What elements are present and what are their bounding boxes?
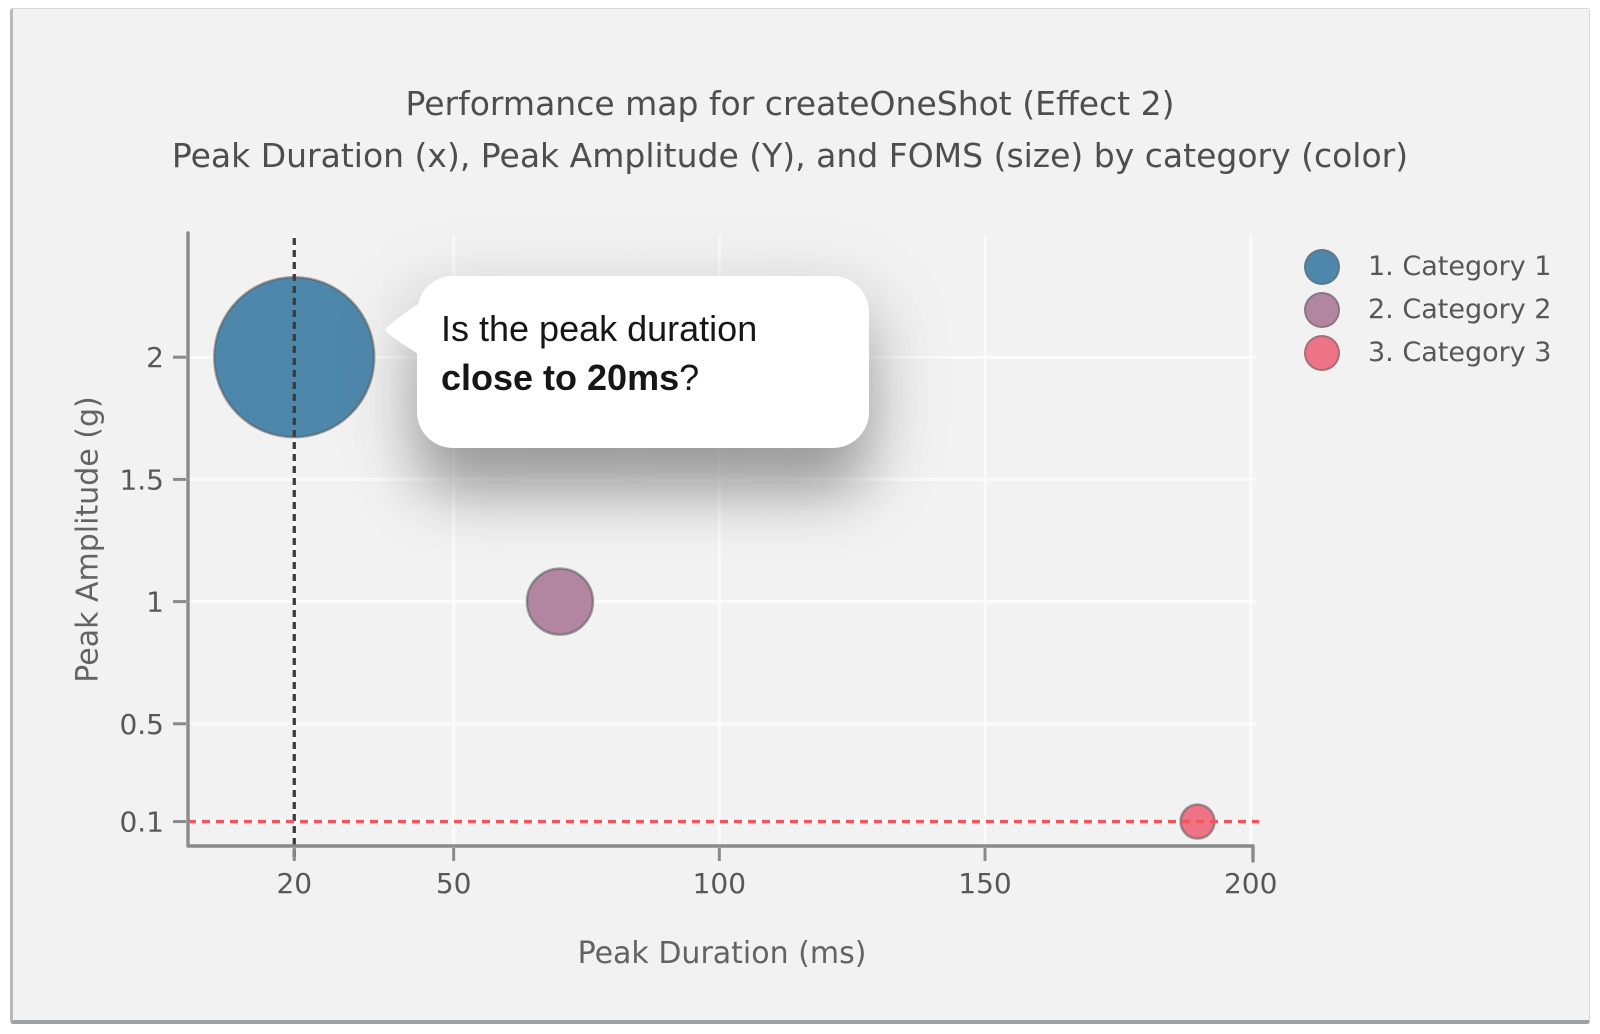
legend-label: 2. Category 2 [1368, 294, 1552, 325]
y-tick-label: 0.5 [119, 708, 164, 741]
legend-item-2[interactable]: 2. Category 2 [1304, 288, 1551, 331]
y-tick-label: 1 [146, 586, 164, 619]
x-axis-label: Peak Duration (ms) [577, 936, 867, 971]
legend-swatch-icon [1304, 334, 1340, 371]
x-tick-label: 20 [276, 867, 312, 900]
chart-panel [10, 8, 1590, 1024]
x-tick-label: 150 [958, 867, 1011, 900]
x-tick-label: 200 [1224, 867, 1277, 900]
legend-label: 3. Category 3 [1368, 337, 1552, 368]
axis-spines [186, 231, 1255, 863]
legend-item-3[interactable]: 3. Category 3 [1304, 331, 1551, 374]
annotation-callout: Is the peak duration close to 20ms? [385, 276, 869, 448]
legend-label: 1. Category 1 [1368, 251, 1552, 282]
y-tick-label: 2 [146, 341, 164, 374]
x-tick-label: 50 [436, 867, 472, 900]
legend: 1. Category 1 2. Category 2 3. Category 3 [1304, 245, 1551, 374]
legend-item-1[interactable]: 1. Category 1 [1304, 245, 1551, 288]
legend-swatch-icon [1304, 248, 1340, 285]
chart-subtitle: Peak Duration (x), Peak Amplitude (Y), a… [171, 136, 1409, 175]
chart-title: Performance map for createOneShot (Effec… [405, 84, 1175, 123]
callout-line2-bold: close to 20ms [441, 357, 680, 398]
callout-question-mark: ? [679, 357, 700, 398]
legend-swatch-icon [1304, 291, 1340, 328]
bubble-series-2[interactable] [525, 567, 595, 636]
x-tick-label: 100 [693, 867, 746, 900]
y-tick-label: 1.5 [119, 463, 164, 496]
y-axis-label: Peak Amplitude (g) [70, 396, 106, 683]
y-tick-label: 0.1 [119, 806, 164, 839]
callout-tail-icon [385, 302, 421, 356]
callout-line1: Is the peak duration [441, 308, 758, 349]
